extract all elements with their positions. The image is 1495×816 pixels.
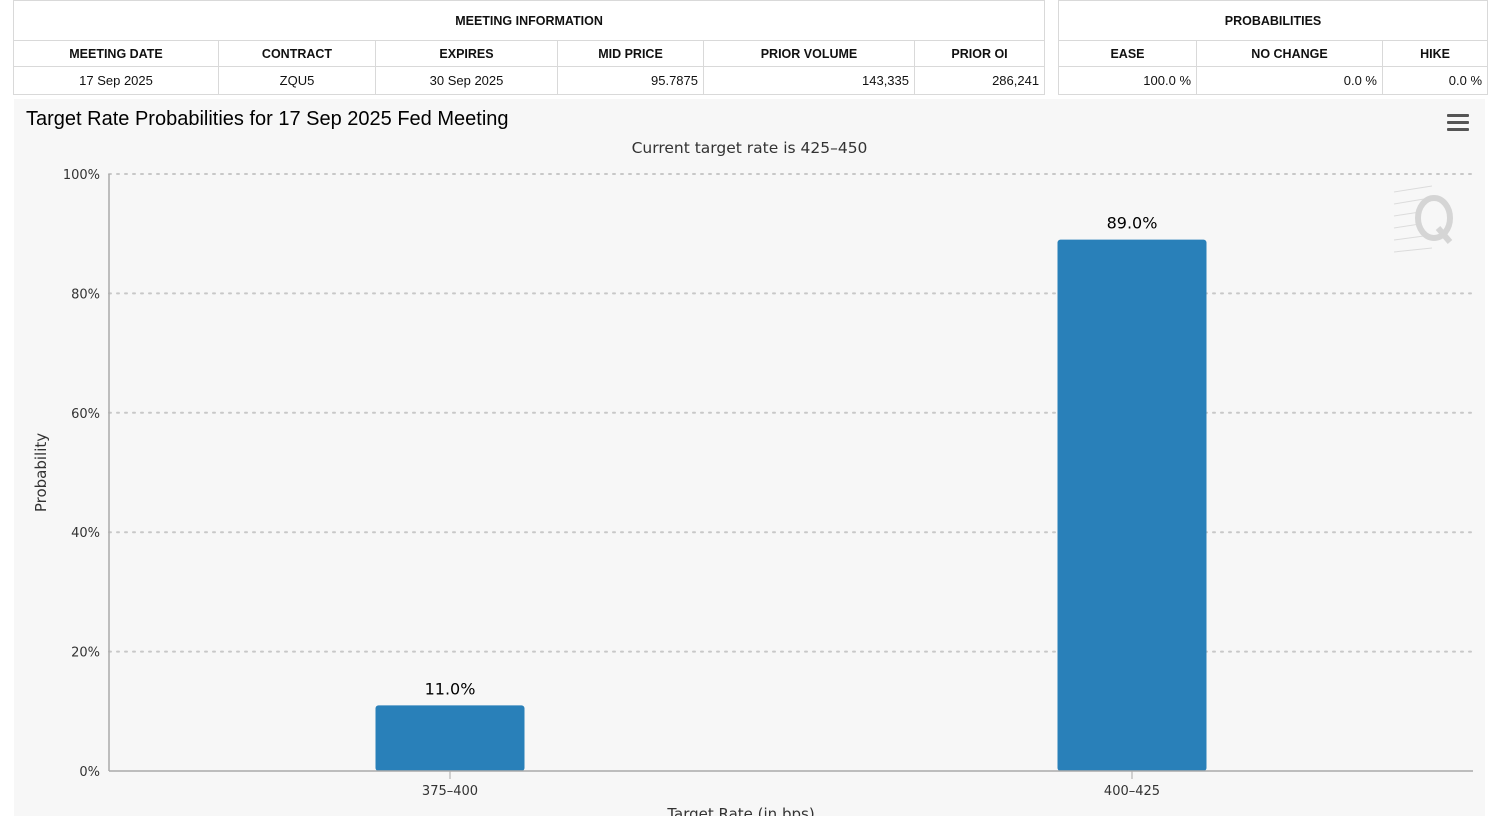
mid-price-cell: 95.7875 [557, 66, 704, 95]
data-label: 11.0% [425, 679, 476, 698]
chart-subtitle: Current target rate is 425–450 [631, 139, 868, 157]
bar [1057, 239, 1207, 772]
q-logo-icon [1393, 185, 1453, 253]
header-hike: HIKE [1381, 40, 1489, 67]
meeting-information-title: MEETING INFORMATION [12, 0, 1046, 41]
data-label: 89.0% [1107, 214, 1158, 233]
y-tick-label: 40% [71, 526, 100, 541]
meeting-date-cell: 17 Sep 2025 [13, 66, 219, 95]
chart-panel: 0% 20% 40% 60% 80% 100% 375–400 400–425 Probabil… [14, 99, 1485, 816]
x-axis-title: Target Rate (in bps) [666, 805, 814, 816]
chart-title: Target Rate Probabilities for 17 Sep 202… [26, 108, 509, 130]
header-prior-oi: PRIOR OI [913, 40, 1046, 67]
no-change-cell: 0.0 % [1196, 66, 1383, 95]
y-tick-label: 80% [71, 287, 100, 302]
prior-volume-cell: 143,335 [703, 66, 915, 95]
y-axis-title: Probability [32, 433, 50, 512]
header-ease: EASE [1058, 40, 1197, 67]
hike-cell: 0.0 % [1381, 66, 1489, 95]
header-expires: EXPIRES [375, 40, 558, 67]
y-tick-label: 100% [63, 168, 100, 183]
table-row: 100.0 % 0.0 % 0.0 % [1058, 66, 1489, 95]
contract-cell: ZQU5 [218, 66, 376, 95]
x-tick-label: 375–400 [422, 784, 478, 799]
bar [375, 705, 525, 771]
table-row: 17 Sep 2025 ZQU5 30 Sep 2025 95.7875 143… [13, 66, 1046, 95]
bars [375, 239, 1207, 772]
header-mid-price: MID PRICE [557, 40, 704, 67]
hamburger-menu-icon[interactable] [1447, 114, 1469, 132]
header-meeting-date: MEETING DATE [13, 40, 219, 67]
header-contract: CONTRACT [218, 40, 376, 67]
expires-cell: 30 Sep 2025 [375, 66, 558, 95]
grid-lines [108, 173, 1474, 653]
probabilities-title: PROBABILITIES [1057, 0, 1489, 41]
y-tick-label: 0% [79, 765, 100, 780]
ease-cell: 100.0 % [1058, 66, 1197, 95]
data-labels: 11.0% 89.0% [425, 214, 1158, 699]
y-tick-label: 20% [71, 646, 100, 661]
x-tick-label: 400–425 [1104, 784, 1160, 799]
probability-chart: 0% 20% 40% 60% 80% 100% 375–400 400–425 Probabil… [32, 168, 1474, 816]
header-prior-volume: PRIOR VOLUME [703, 40, 915, 67]
probabilities-table: PROBABILITIES EASE NO CHANGE HIKE 100.0 … [1057, 0, 1489, 95]
meeting-information-table: MEETING INFORMATION MEETING DATE CONTRAC… [12, 0, 1046, 95]
y-tick-label: 60% [71, 407, 100, 422]
axes: 0% 20% 40% 60% 80% 100% 375–400 400–425 Probabil… [32, 168, 1473, 816]
header-no-change: NO CHANGE [1196, 40, 1383, 67]
prior-oi-cell: 286,241 [913, 66, 1046, 95]
